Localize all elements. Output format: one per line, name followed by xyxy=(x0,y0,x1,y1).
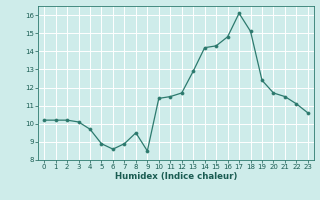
X-axis label: Humidex (Indice chaleur): Humidex (Indice chaleur) xyxy=(115,172,237,181)
